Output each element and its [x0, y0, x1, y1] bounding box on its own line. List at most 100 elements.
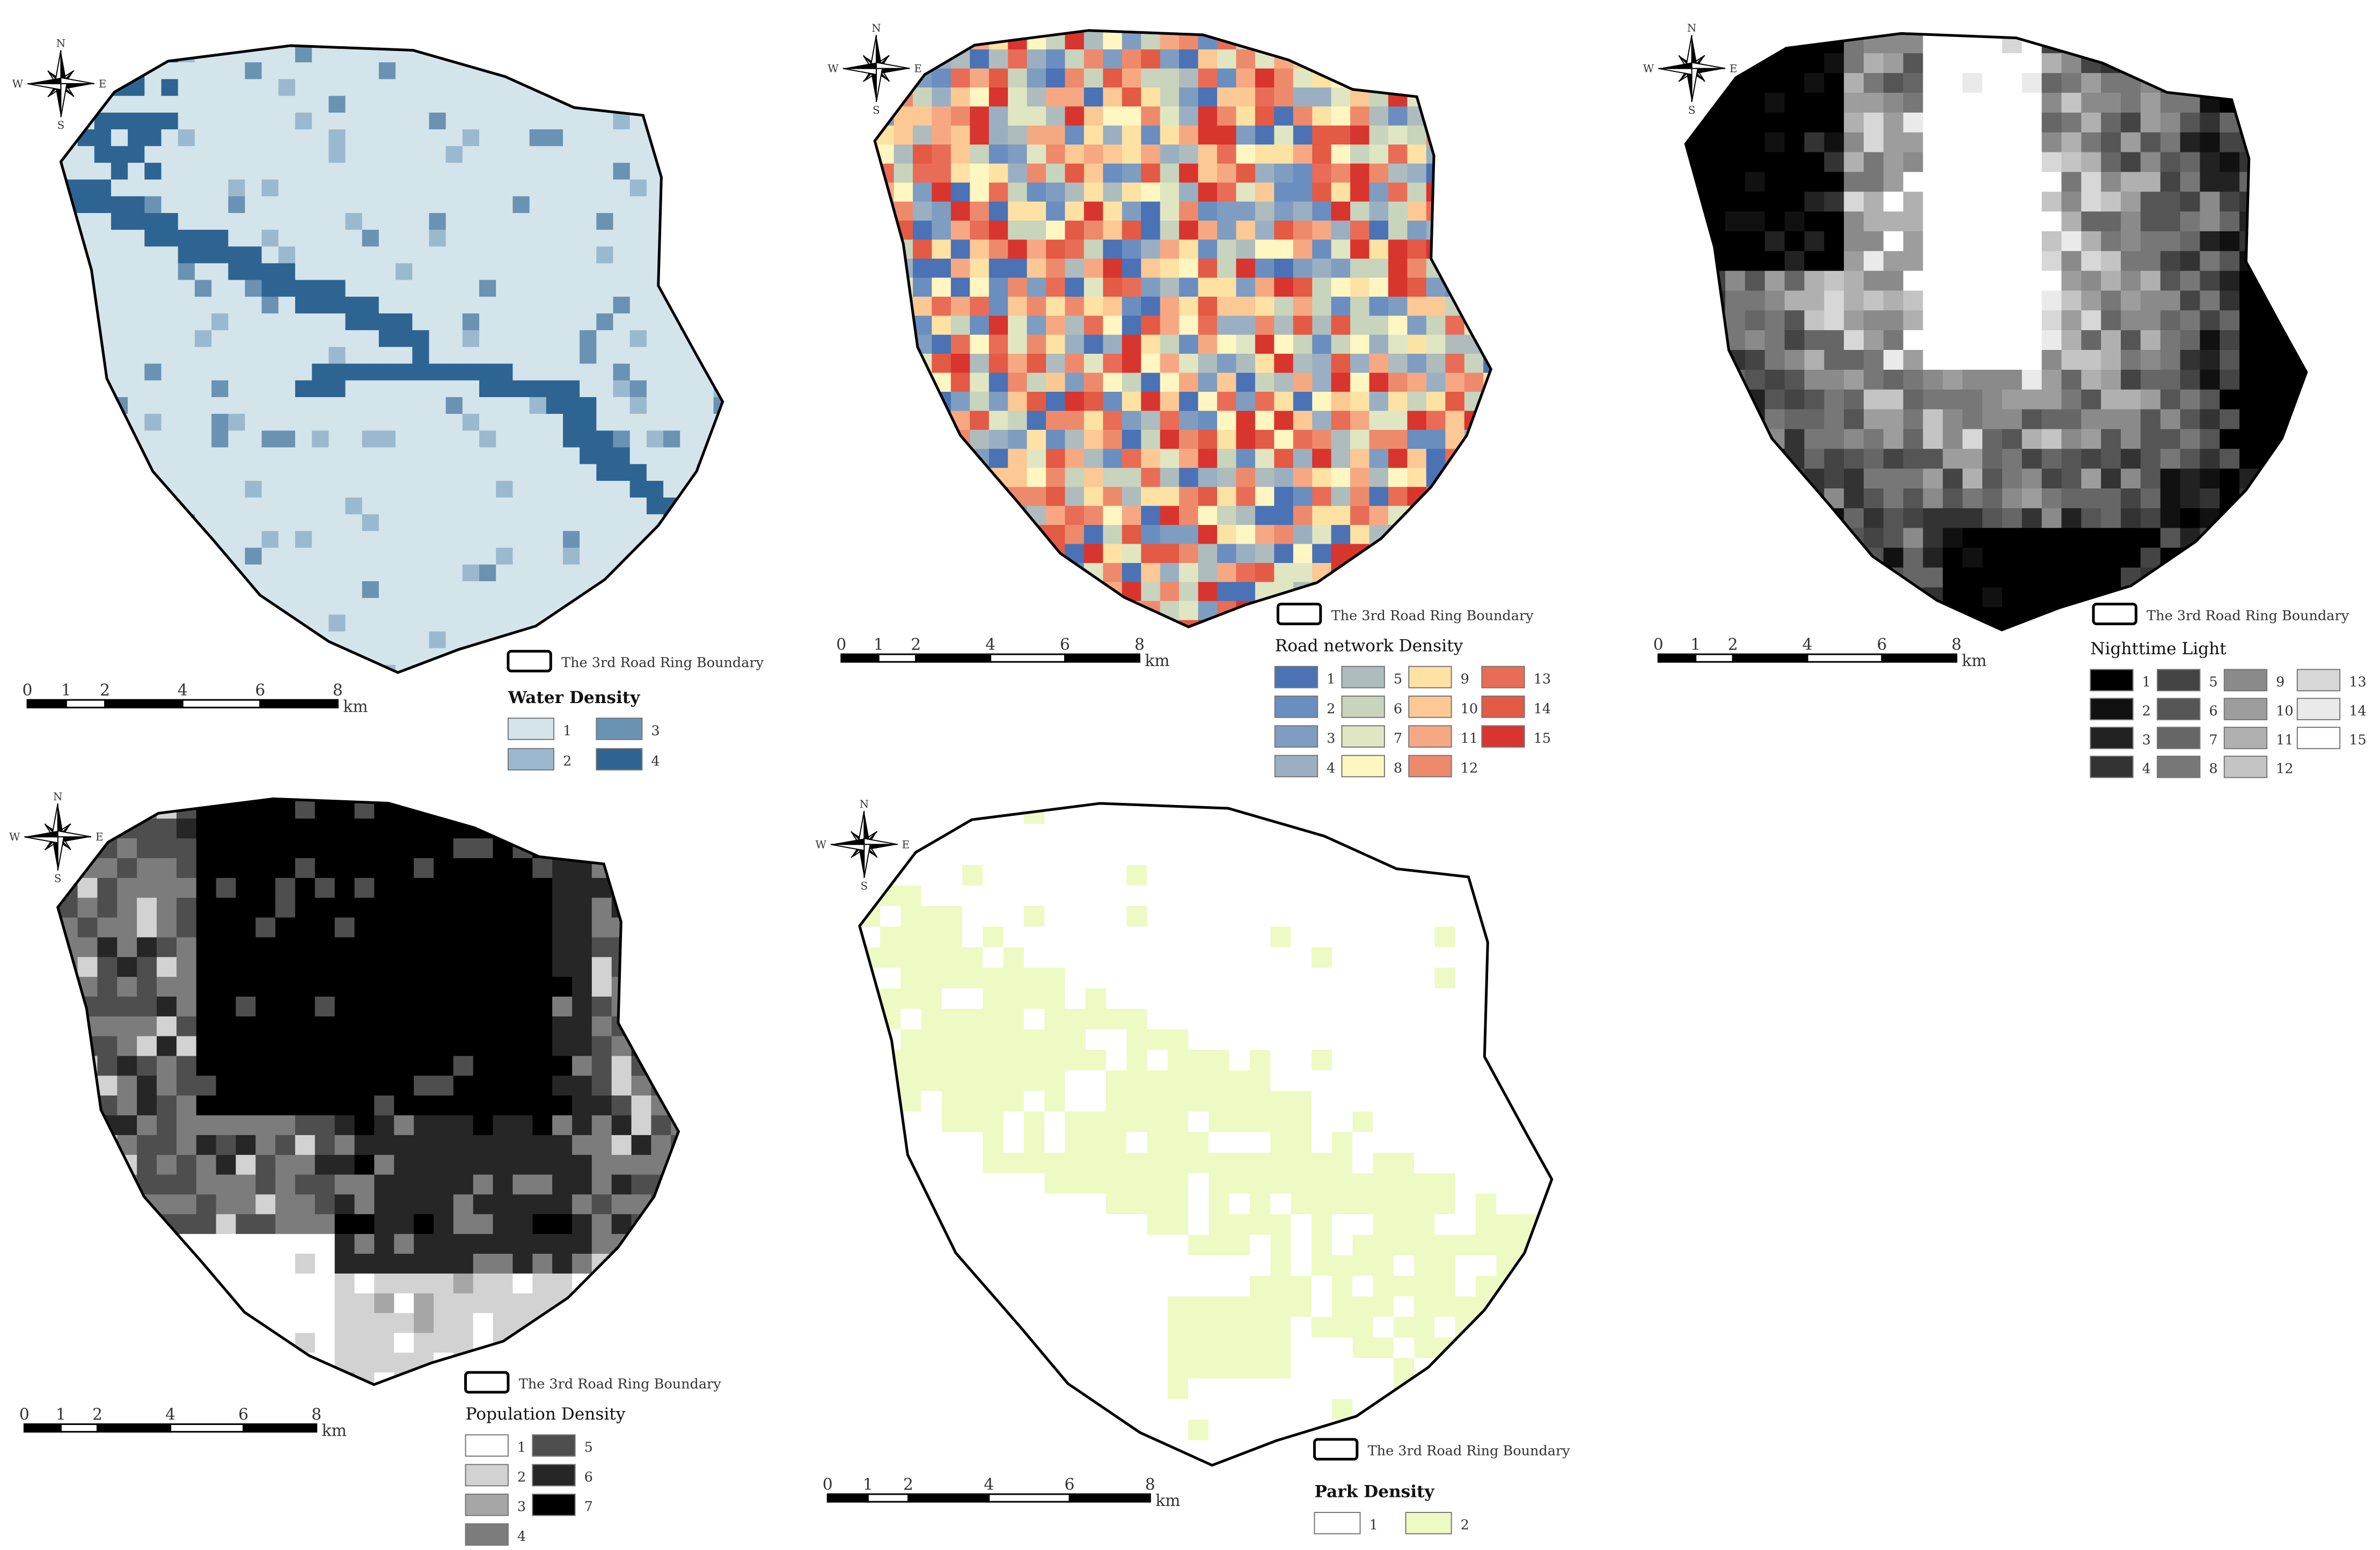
scale-bar: 0 1 2 4 6 8km [19, 1406, 347, 1441]
scale-unit-label: km [322, 1422, 347, 1441]
compass-west-label: W [9, 831, 20, 843]
scale-tick-label: 1 [874, 635, 884, 654]
compass-north-label: N [872, 22, 881, 34]
compass-south-label: S [1688, 104, 1696, 116]
water-boundary [59, 44, 724, 674]
legend-swatch [532, 1464, 576, 1487]
legend-swatch [1314, 1511, 1361, 1534]
north-arrow-icon: N S E W [816, 798, 910, 893]
legend-swatch [2296, 669, 2341, 692]
scale-unit-label: km [1155, 1491, 1180, 1510]
compass-north-label: N [56, 38, 65, 50]
park-legend: Park Density 1 2 [1314, 1482, 1469, 1534]
compass-north-label: N [53, 791, 62, 803]
scale-tick-label: 4 [984, 1475, 994, 1494]
scale-tick-label: 8 [1145, 1475, 1155, 1494]
boundary-legend-label: The 3rd Road Ring Boundary [1331, 608, 1534, 624]
scale-tick-label: 1 [1690, 635, 1701, 654]
scale-bar: 0 1 2 4 6 8km [23, 681, 368, 716]
legend-swatch [1408, 725, 1452, 748]
legend-swatch [2223, 727, 2268, 749]
legend-class-label: 12 [2276, 761, 2293, 777]
scale-tick-label: 4 [1803, 635, 1813, 654]
scale-unit-label: km [343, 697, 368, 716]
scale-bar: 0 1 2 4 6 8km [836, 635, 1169, 670]
scale-tick-label: 6 [238, 1406, 248, 1424]
scale-tick-label: 1 [863, 1475, 873, 1494]
legend-class-label: 2 [1327, 701, 1335, 717]
legend-class-label: 4 [2142, 761, 2151, 777]
north-arrow-icon: N S E W [827, 22, 922, 116]
scale-tick-label: 4 [165, 1406, 175, 1424]
legend-class-label: 13 [1534, 671, 1551, 687]
park-boundary [858, 802, 1554, 1467]
scale-tick-label: 8 [1134, 635, 1145, 654]
legend-class-label: 1 [2142, 674, 2151, 690]
legend-swatch [2157, 755, 2201, 778]
scale-tick-label: 0 [1653, 635, 1664, 654]
legend-swatch [2223, 698, 2268, 720]
legend-class-label: 10 [2276, 703, 2293, 719]
compass-south-label: S [54, 872, 62, 884]
compass-east-label: E [99, 78, 106, 90]
legend-class-label: 3 [651, 723, 660, 739]
boundary-legend-label: The 3rd Road Ring Boundary [1368, 1443, 1571, 1459]
boundary-legend: The 3rd Road Ring Boundary [2092, 602, 2349, 625]
legend-swatch [596, 748, 643, 771]
boundary-legend: The 3rd Road Ring Boundary [507, 649, 764, 672]
legend-class-label: 7 [2209, 732, 2217, 748]
legend-swatch [465, 1434, 509, 1457]
compass-south-label: S [873, 104, 880, 116]
water-legend: Water Density 1 2 3 4 [507, 688, 660, 771]
scale-tick-label: 1 [61, 681, 71, 700]
legend-swatch [596, 718, 643, 740]
legend-swatch [532, 1493, 576, 1516]
light-raster [1686, 33, 2306, 630]
boundary-legend-label: The 3rd Road Ring Boundary [519, 1376, 722, 1392]
population-boundary [56, 797, 680, 1386]
legend-class-label: 2 [517, 1469, 526, 1485]
legend-class-label: 3 [1327, 730, 1335, 747]
scale-tick-label: 6 [1065, 1475, 1075, 1494]
legend-swatch [2223, 669, 2268, 692]
legend-swatch [1274, 666, 1319, 689]
scale-tick-label: 4 [178, 681, 188, 700]
legend-class-label: 13 [2349, 674, 2366, 690]
scale-tick-label: 0 [836, 635, 846, 654]
light-boundary [1684, 32, 2308, 632]
road-raster [875, 30, 1491, 627]
legend-class-label: 9 [1461, 671, 1469, 687]
compass-north-label: N [860, 798, 869, 810]
legend-swatch [1274, 755, 1319, 778]
compass-west-label: W [816, 838, 827, 851]
legend-title: Park Density [1314, 1482, 1434, 1502]
legend-class-label: 5 [1394, 671, 1402, 687]
compass-east-label: E [902, 838, 910, 851]
compass-west-label: W [12, 78, 24, 90]
legend-class-label: 10 [1461, 701, 1478, 717]
scale-tick-label: 6 [255, 681, 265, 700]
scale-tick-label: 2 [100, 681, 110, 700]
legend-class-label: 9 [2276, 674, 2284, 690]
legend-swatch [1341, 666, 1385, 689]
legend-class-label: 5 [584, 1439, 593, 1456]
legend-swatch [2090, 755, 2134, 778]
legend-class-label: 4 [517, 1529, 526, 1545]
scale-bar: 0 1 2 4 6 8km [1653, 635, 1987, 670]
boundary-legend: The 3rd Road Ring Boundary [1276, 602, 1534, 625]
scale-tick-label: 2 [911, 635, 921, 654]
scale-tick-label: 0 [23, 681, 33, 700]
legend-swatch [1341, 696, 1385, 718]
legend-swatch [2296, 698, 2341, 720]
water-raster [61, 46, 723, 673]
scale-unit-label: km [1145, 652, 1169, 670]
legend-class-label: 1 [563, 723, 572, 739]
north-arrow-icon: N S E W [1643, 22, 1738, 116]
legend-class-label: 8 [2209, 761, 2217, 777]
legend-class-label: 6 [584, 1469, 593, 1485]
scale-tick-label: 0 [823, 1475, 833, 1494]
legend-class-label: 4 [1327, 760, 1335, 776]
legend-title: Nighttime Light [2090, 639, 2227, 659]
